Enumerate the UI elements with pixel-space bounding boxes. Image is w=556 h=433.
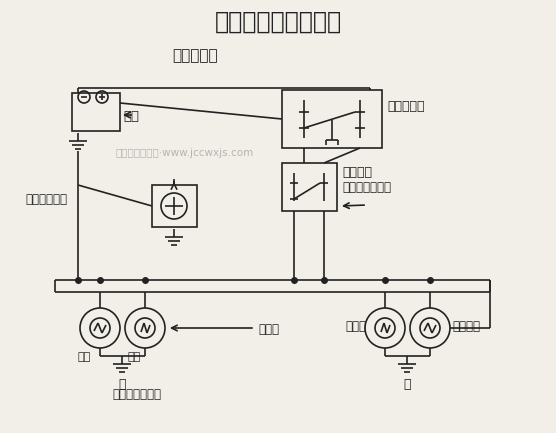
Text: 双光: 双光	[78, 352, 91, 362]
Text: 负载内: 负载内	[258, 323, 279, 336]
Text: 负载与地线之间: 负载与地线之间	[112, 388, 161, 401]
Text: 电源: 电源	[123, 110, 139, 123]
Bar	[72, 93, 120, 131]
Text: 远光灯指示灯: 远光灯指示灯	[25, 193, 67, 206]
Bar	[152, 185, 197, 227]
Text: 造成故障的四个地方: 造成故障的四个地方	[215, 10, 341, 34]
Text: 远光灯: 远光灯	[345, 320, 366, 333]
Text: 右: 右	[403, 378, 411, 391]
Text: 汽车维修技术网·www.jccwxjs.com: 汽车维修技术网·www.jccwxjs.com	[116, 148, 254, 158]
Text: 变光开关: 变光开关	[342, 166, 372, 179]
Text: 前照灯系统: 前照灯系统	[172, 48, 218, 63]
Bar	[282, 90, 382, 148]
Text: 左: 左	[118, 378, 126, 391]
Bar	[282, 163, 337, 211]
Text: 远光: 远光	[127, 352, 140, 362]
Text: 远近光灯: 远近光灯	[452, 320, 480, 333]
Text: 前照灯开关: 前照灯开关	[387, 100, 424, 113]
Text: 电源与负载之间: 电源与负载之间	[342, 181, 391, 194]
